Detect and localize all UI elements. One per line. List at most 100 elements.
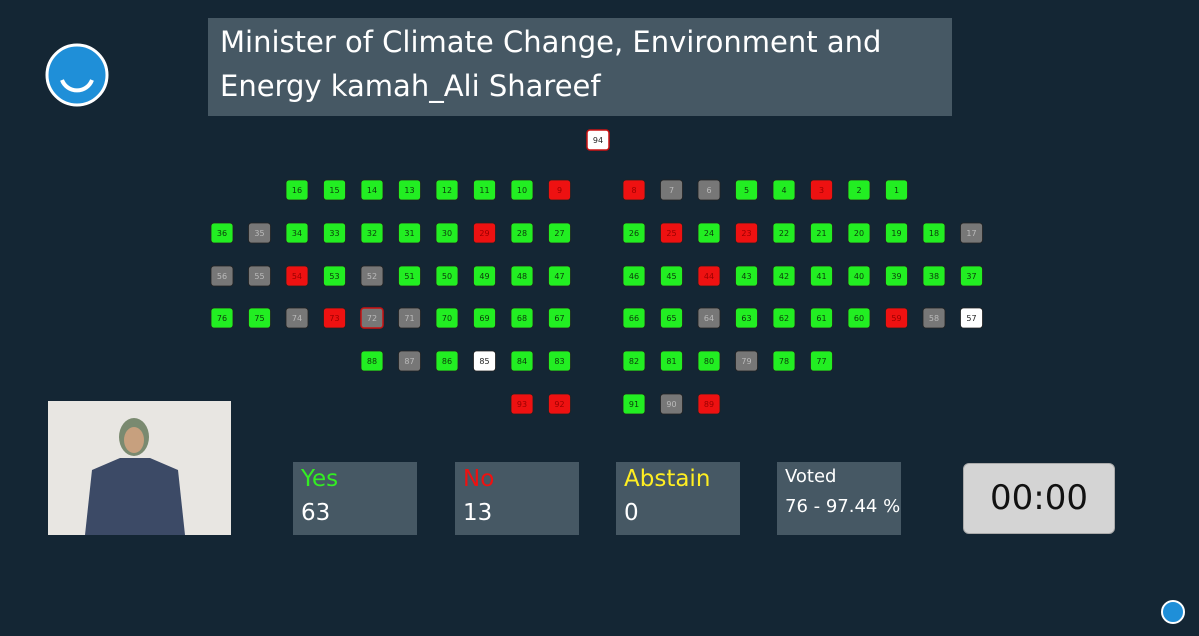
seat-number: 36 — [217, 229, 227, 238]
seat-number: 50 — [442, 272, 452, 281]
seat — [810, 179, 833, 201]
seat-number: 82 — [629, 357, 639, 366]
seat — [548, 350, 571, 372]
seat-number: 37 — [966, 272, 976, 281]
seat-number: 39 — [891, 272, 901, 281]
seat — [285, 265, 309, 287]
no-label: No — [463, 466, 495, 492]
seat-number: 56 — [217, 272, 227, 281]
seat-number: 43 — [741, 272, 751, 281]
seat-number: 46 — [629, 272, 639, 281]
seat-number: 34 — [292, 229, 302, 238]
seat-number: 76 — [217, 314, 227, 323]
seat — [810, 307, 833, 329]
seat-number: 41 — [816, 272, 826, 281]
seat-number: 18 — [929, 229, 939, 238]
seat — [210, 265, 234, 287]
seat-number: 14 — [367, 186, 377, 195]
seat-number: 84 — [517, 357, 527, 366]
seat — [847, 179, 871, 201]
seat-number: 90 — [666, 400, 676, 409]
seat-number: 54 — [292, 272, 302, 281]
seat — [885, 265, 908, 287]
seat-number: 85 — [479, 357, 489, 366]
signer-body — [85, 458, 185, 535]
seat-number: 15 — [329, 186, 339, 195]
seat-number: 87 — [404, 357, 414, 366]
seat-number: 78 — [779, 357, 789, 366]
seat — [435, 307, 459, 329]
seat — [772, 265, 796, 287]
seat-number: 53 — [329, 272, 339, 281]
seat-number: 3 — [819, 186, 824, 195]
seat-number: 4 — [781, 186, 786, 195]
seat-number: 69 — [479, 314, 489, 323]
seat-number: 61 — [816, 314, 826, 323]
seat — [210, 307, 234, 329]
abstain-count: 0 — [624, 500, 639, 526]
seat — [697, 179, 721, 201]
seat — [548, 265, 571, 287]
seat-number: 13 — [404, 186, 414, 195]
seat — [510, 307, 534, 329]
seat — [885, 179, 908, 201]
seat-number: 32 — [367, 229, 377, 238]
seat-number: 21 — [816, 229, 826, 238]
seat — [772, 350, 796, 372]
seat — [548, 307, 571, 329]
seat-number: 19 — [891, 229, 901, 238]
seat — [323, 222, 346, 244]
seat — [510, 179, 534, 201]
seat-number: 66 — [629, 314, 639, 323]
yes-count: 63 — [301, 500, 331, 526]
seat — [473, 265, 496, 287]
seat — [473, 350, 496, 372]
seat — [847, 307, 871, 329]
seat — [548, 222, 571, 244]
seat-number: 59 — [891, 314, 901, 323]
seat-number: 6 — [706, 186, 711, 195]
seat-number: 25 — [666, 229, 676, 238]
seat-number: 20 — [854, 229, 864, 238]
seat — [697, 350, 721, 372]
seat — [510, 350, 534, 372]
seat — [473, 179, 496, 201]
seat-number: 7 — [669, 186, 674, 195]
seat — [660, 265, 683, 287]
seat — [660, 179, 683, 201]
signer-face — [124, 427, 144, 453]
seat — [360, 222, 384, 244]
seat — [360, 179, 384, 201]
seat — [960, 222, 983, 244]
no-box: No 13 — [455, 462, 579, 535]
timer: 00:00 — [963, 463, 1115, 534]
seat — [697, 265, 721, 287]
seat — [285, 179, 309, 201]
seat-number: 79 — [741, 357, 751, 366]
seat — [398, 222, 421, 244]
seat-number: 70 — [442, 314, 452, 323]
seat-number: 17 — [966, 229, 976, 238]
seat — [323, 179, 346, 201]
seat — [660, 307, 683, 329]
seat-number: 58 — [929, 314, 939, 323]
seat — [885, 307, 908, 329]
voted-label: Voted — [785, 466, 837, 487]
seat-number: 88 — [367, 357, 377, 366]
seat — [435, 222, 459, 244]
seat-number: 8 — [631, 186, 636, 195]
seat-number: 26 — [629, 229, 639, 238]
seat — [622, 265, 646, 287]
seat-number: 1 — [894, 186, 899, 195]
seat — [660, 393, 683, 415]
seat — [847, 222, 871, 244]
seat-number: 22 — [779, 229, 789, 238]
logo-crescent — [60, 79, 94, 93]
seat — [697, 393, 721, 415]
seat-number: 45 — [666, 272, 676, 281]
seat — [398, 307, 421, 329]
seat-number: 67 — [554, 314, 564, 323]
yes-box: Yes 63 — [293, 462, 417, 535]
seat — [885, 222, 908, 244]
